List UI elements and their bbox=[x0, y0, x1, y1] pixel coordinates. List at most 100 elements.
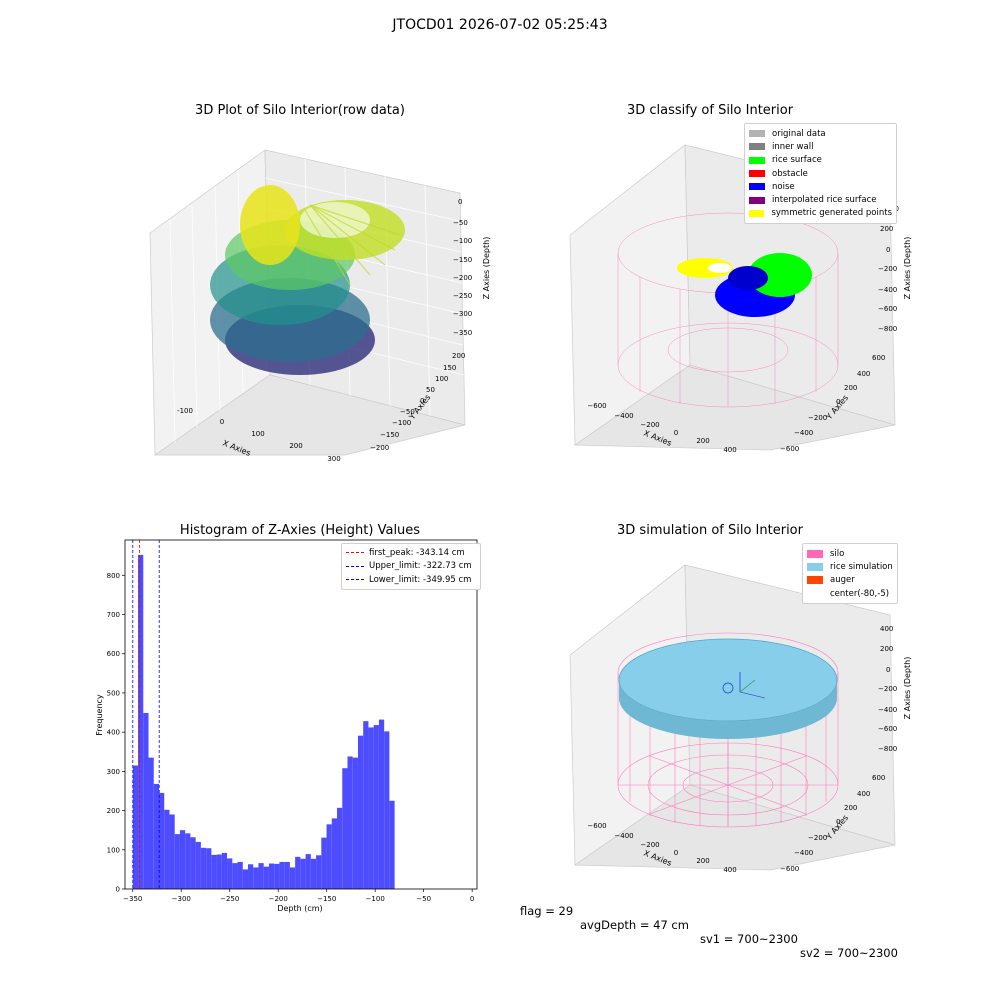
svg-text:−600: −600 bbox=[878, 305, 897, 313]
histogram-bar bbox=[211, 854, 217, 889]
svg-text:400: 400 bbox=[723, 866, 736, 874]
legend-item: original data bbox=[749, 127, 892, 140]
flag-text: flag = 29 bbox=[520, 904, 574, 918]
svg-text:200: 200 bbox=[289, 442, 302, 450]
histogram-bar bbox=[373, 725, 379, 889]
histogram-bar bbox=[153, 783, 159, 889]
svg-text:400: 400 bbox=[880, 625, 893, 633]
status-footer: flag = 29 avgDepth = 47 cm sv1 = 700~230… bbox=[0, 890, 1000, 960]
svg-text:200: 200 bbox=[696, 437, 709, 445]
legend-swatch bbox=[749, 156, 765, 164]
simulation-legend: silo rice simulation auger center(-80,-5… bbox=[802, 543, 898, 605]
svg-text:200: 200 bbox=[452, 352, 465, 360]
svg-text:−600: −600 bbox=[780, 445, 799, 453]
y-tick-label: 800 bbox=[107, 572, 120, 580]
histogram-legend: first_peak: -343.14 cm Upper_limit: -322… bbox=[341, 543, 481, 590]
svg-text:−200: −200 bbox=[370, 444, 389, 452]
svg-text:300: 300 bbox=[327, 455, 340, 463]
simulation-rice-surface bbox=[618, 638, 838, 739]
svg-text:−150: −150 bbox=[380, 431, 399, 439]
svg-text:−600: −600 bbox=[780, 865, 799, 873]
histogram-bar bbox=[158, 792, 165, 889]
histogram-vlines bbox=[132, 540, 160, 889]
legend-swatch bbox=[807, 549, 823, 558]
legend-swatch bbox=[807, 562, 823, 571]
x-tick-label: −50 bbox=[416, 895, 431, 903]
histogram-bar bbox=[310, 858, 317, 889]
svg-text:−300: −300 bbox=[453, 310, 472, 318]
svg-text:−800: −800 bbox=[878, 325, 897, 333]
histogram-bar bbox=[258, 863, 264, 889]
histogram-bar bbox=[389, 800, 395, 889]
x-tick-label: −100 bbox=[366, 895, 385, 903]
svg-text:0: 0 bbox=[886, 666, 890, 674]
svg-text:0: 0 bbox=[674, 429, 678, 437]
simulation-y-tick-labels: 600 400 200 0 −200 −400 −600 bbox=[780, 774, 885, 873]
legend-item: rice surface bbox=[749, 154, 892, 167]
legend-item: rice simulation bbox=[807, 560, 893, 573]
legend-item: auger bbox=[807, 574, 893, 587]
histogram-bar bbox=[227, 858, 233, 889]
histogram-bar bbox=[321, 837, 327, 889]
y-tick-label: 200 bbox=[107, 807, 120, 815]
x-tick-label: −250 bbox=[220, 895, 239, 903]
raw-plot-title: 3D Plot of Silo Interior(row data) bbox=[195, 103, 405, 118]
histogram-x-ticks: −350 −300 −250 −200 −150 −100 −50 0 bbox=[123, 889, 474, 903]
svg-text:−200: −200 bbox=[640, 841, 659, 849]
svg-text:0: 0 bbox=[220, 418, 224, 426]
svg-text:−200: −200 bbox=[640, 421, 659, 429]
histogram-bar bbox=[232, 863, 238, 889]
simulation-plot-title: 3D simulation of Silo Interior bbox=[617, 523, 803, 538]
histogram-y-label: Frequency bbox=[95, 694, 104, 736]
histogram-bar bbox=[289, 867, 296, 889]
figure-title: JTOCD01 2026-07-02 05:25:43 bbox=[392, 17, 608, 33]
legend-item: interpolated rice surface bbox=[749, 193, 892, 206]
histogram-bar bbox=[242, 869, 249, 889]
simulation-z-label: Z Axies (Depth) bbox=[903, 657, 912, 720]
svg-text:−400: −400 bbox=[878, 286, 897, 294]
legend-item: inner wall bbox=[749, 140, 892, 153]
svg-text:−400: −400 bbox=[794, 429, 813, 437]
legend-swatch bbox=[807, 589, 823, 598]
raw-z-tick-labels: 0 −50 −100 −150 −200 −250 −300 −350 bbox=[453, 198, 472, 337]
classify-z-label: Z Axies (Depth) bbox=[903, 237, 912, 300]
histogram-bar bbox=[132, 765, 139, 889]
legend-item: silo bbox=[807, 547, 893, 560]
histogram-bar bbox=[363, 721, 369, 889]
histogram-bars bbox=[132, 554, 395, 889]
svg-text:−400: −400 bbox=[614, 412, 633, 420]
svg-text:200: 200 bbox=[696, 857, 709, 865]
svg-text:400: 400 bbox=[857, 790, 870, 798]
svg-text:−400: −400 bbox=[614, 832, 633, 840]
histogram-bar bbox=[169, 814, 175, 889]
legend-item: obstacle bbox=[749, 167, 892, 180]
legend-swatch bbox=[749, 143, 765, 151]
classify-noise-points bbox=[677, 253, 812, 317]
legend-item: symmetric generated points bbox=[749, 207, 892, 220]
histogram-bar bbox=[185, 833, 191, 889]
x-tick-label: 0 bbox=[470, 895, 474, 903]
legend-swatch bbox=[749, 209, 765, 217]
svg-text:−800: −800 bbox=[878, 745, 897, 753]
histogram-bar bbox=[279, 861, 285, 889]
simulation-x-tick-labels: −600 −400 −200 0 200 400 bbox=[587, 822, 736, 874]
svg-text:−250: −250 bbox=[453, 292, 472, 300]
legend-item: Lower_limit: -349.95 cm bbox=[346, 573, 476, 587]
svg-text:−400: −400 bbox=[794, 849, 813, 857]
sv1-text: sv1 = 700~2300 bbox=[700, 932, 798, 946]
classify-plot-title: 3D classify of Silo Interior bbox=[626, 103, 794, 118]
svg-text:0: 0 bbox=[420, 397, 424, 405]
legend-line-swatch bbox=[346, 565, 364, 567]
histogram-bar bbox=[378, 719, 385, 889]
svg-text:−600: −600 bbox=[878, 725, 897, 733]
histogram-bar bbox=[326, 824, 332, 889]
svg-text:0: 0 bbox=[836, 398, 840, 406]
histogram-axes-frame bbox=[124, 539, 478, 890]
svg-text:400: 400 bbox=[723, 446, 736, 454]
histogram-bar bbox=[221, 852, 228, 889]
y-tick-label: 300 bbox=[107, 768, 120, 776]
histogram-bar bbox=[331, 818, 338, 889]
histogram-bar bbox=[237, 861, 243, 889]
svg-text:−350: −350 bbox=[453, 329, 472, 337]
svg-text:−200: −200 bbox=[878, 265, 897, 273]
